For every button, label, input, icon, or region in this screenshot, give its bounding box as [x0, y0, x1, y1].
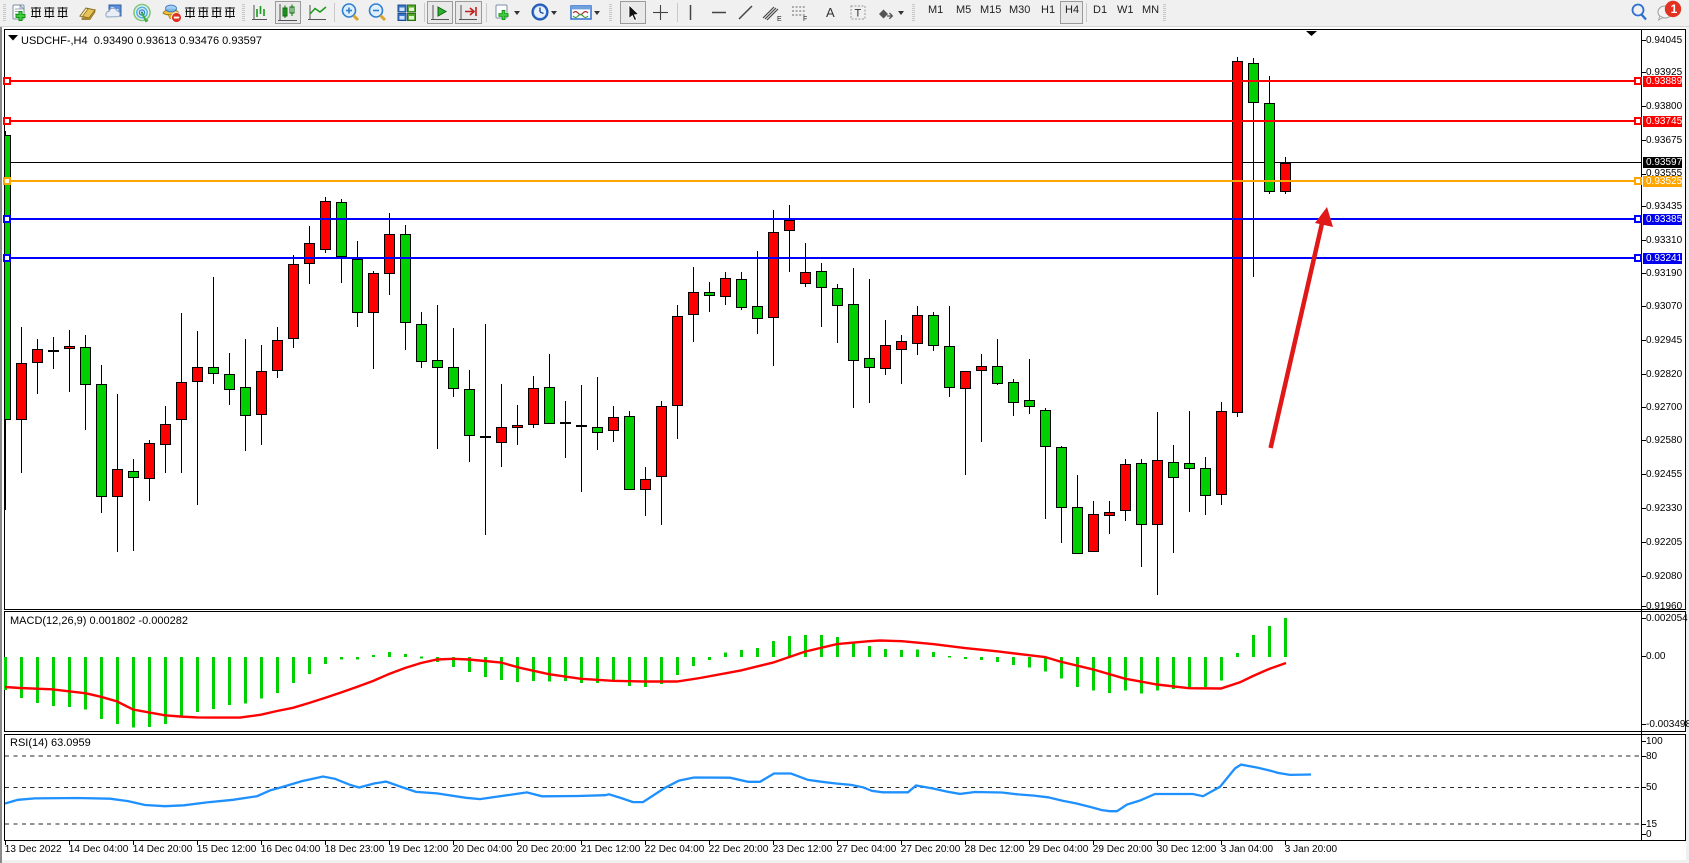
svg-text:A: A — [826, 5, 835, 20]
svg-text:T: T — [855, 8, 862, 20]
svg-text:1: 1 — [1671, 2, 1678, 16]
svg-text:F: F — [803, 16, 807, 23]
svg-text:E: E — [777, 16, 782, 23]
